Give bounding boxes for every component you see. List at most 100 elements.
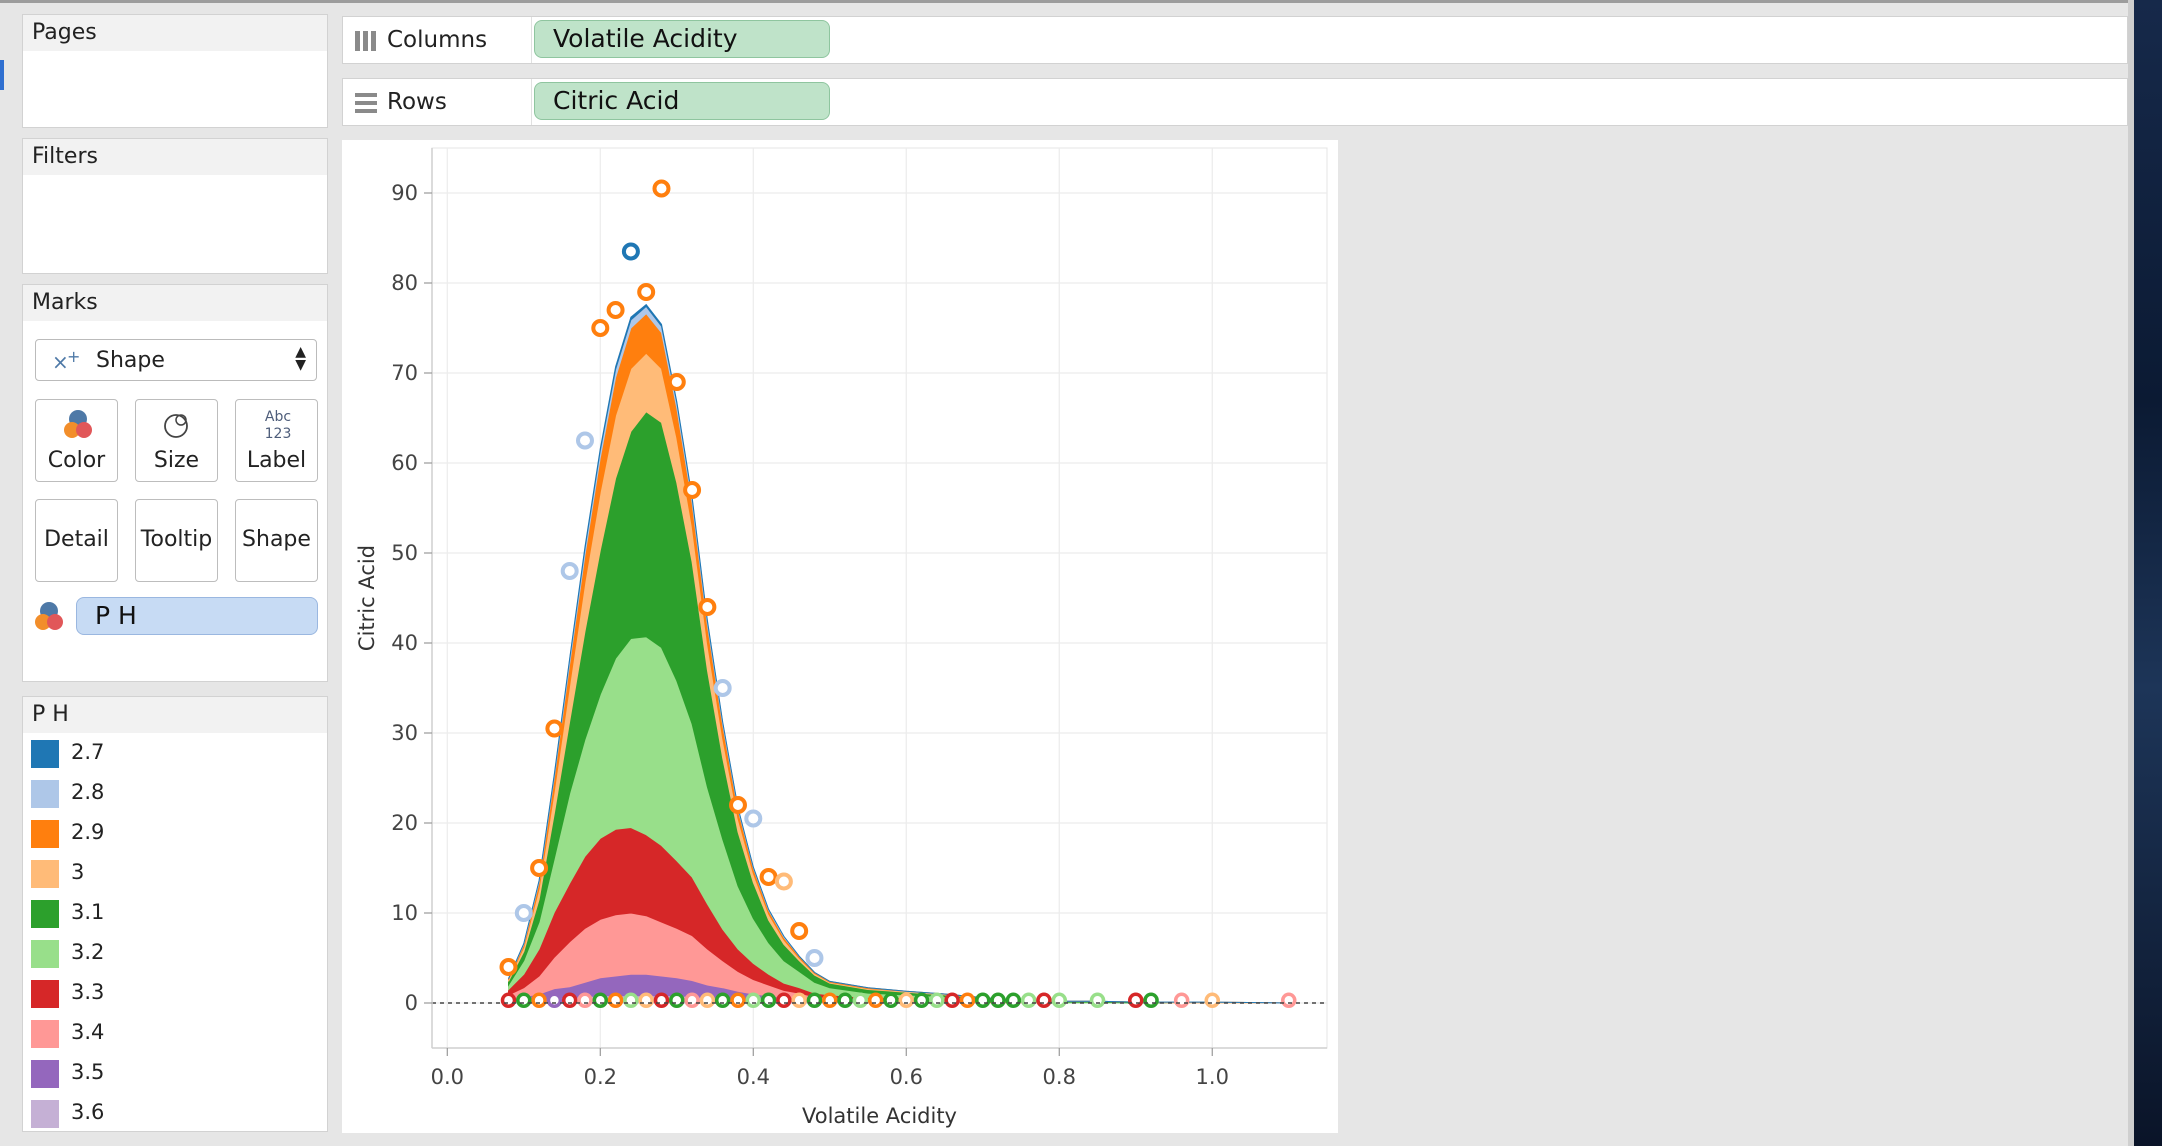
baseline-point <box>653 992 670 1009</box>
baseline-point <box>1020 992 1037 1009</box>
chart-svg: 0 10 20 30 40 50 60 70 80 90 0.0 0.2 0.4 0.6 0.8 1.0 Vol… <box>355 147 1328 1128</box>
tooltip-button[interactable]: Tooltip <box>135 499 218 582</box>
peak-point <box>805 949 824 967</box>
volatile-acidity-pill[interactable]: Volatile Acidity <box>534 20 830 58</box>
svg-text:Abc: Abc <box>265 409 291 425</box>
y-tick-label: 20 <box>391 811 418 835</box>
legend-swatch <box>31 740 59 768</box>
filters-panel[interactable]: Filters <box>22 138 328 274</box>
ph-color-pill[interactable]: P H <box>76 597 318 635</box>
peak-point <box>621 242 640 261</box>
size-button[interactable]: Size <box>135 399 218 482</box>
ph-legend-panel: P H 2.7 2.8 2.9 3 3.1 3.2 3.3 3.4 3.5 3.6 <box>22 696 328 1132</box>
baseline-point <box>607 992 624 1009</box>
baseline-point <box>500 992 517 1009</box>
baseline-point <box>776 992 792 1009</box>
legend-label: 2.8 <box>71 780 105 804</box>
y-tick-label: 10 <box>391 901 418 925</box>
baseline-point <box>1281 992 1297 1009</box>
y-tick-label: 30 <box>391 721 418 745</box>
x-tick-label: 0.4 <box>737 1065 770 1089</box>
shelf-divider <box>531 79 532 125</box>
rows-label: Rows <box>387 89 447 115</box>
legend-label: 3.4 <box>71 1020 105 1044</box>
peak-point <box>728 796 747 814</box>
peak-point <box>790 922 809 940</box>
legend-label: 3.6 <box>71 1100 105 1124</box>
mark-type-label: Shape <box>96 348 165 373</box>
peak-point <box>606 301 625 319</box>
baseline-point <box>516 992 532 1009</box>
color-button[interactable]: Color <box>35 399 118 482</box>
detail-button-label: Detail <box>44 527 109 552</box>
color-encoding-icon <box>35 602 63 630</box>
baseline-point <box>929 992 945 1009</box>
columns-shelf[interactable]: Columns Volatile Acidity <box>342 16 2128 64</box>
label-icon: Abc 123 <box>265 409 292 440</box>
window-right-border <box>2128 0 2134 1146</box>
axes: 0 10 20 30 40 50 60 70 80 90 0.0 0.2 0.4 0.6 0.8 1.0 Vol… <box>355 148 1327 1128</box>
x-axis-title: Volatile Acidity <box>802 1104 957 1128</box>
y-tick-label: 40 <box>391 631 418 655</box>
color-icon <box>64 410 92 438</box>
columns-label: Columns <box>387 27 488 53</box>
baseline-point <box>913 992 930 1009</box>
x-tick-label: 0.0 <box>431 1065 464 1089</box>
baseline-point <box>561 992 578 1009</box>
peak-point <box>637 283 656 301</box>
baseline-point <box>975 992 991 1009</box>
detail-button[interactable]: Detail <box>35 499 118 582</box>
peak-point <box>530 859 549 877</box>
baseline-point <box>592 992 609 1009</box>
legend-swatch <box>31 1020 59 1048</box>
baseline-point <box>577 992 593 1009</box>
baseline-point <box>806 992 823 1009</box>
peak-point <box>698 598 717 616</box>
peak-point <box>545 719 564 738</box>
citric-acid-pill[interactable]: Citric Acid <box>534 82 830 120</box>
peak-point <box>591 319 610 337</box>
y-axis-title: Citric Acid <box>355 545 379 651</box>
baseline-point <box>531 992 547 1009</box>
legend-swatch <box>31 940 59 968</box>
columns-icon <box>355 31 376 51</box>
x-tick-label: 0.8 <box>1043 1065 1076 1089</box>
baseline-point <box>638 992 654 1009</box>
legend-label: 2.7 <box>71 740 105 764</box>
baseline-point <box>867 992 884 1009</box>
peak-point <box>713 679 732 697</box>
legend-label: 3.3 <box>71 980 105 1004</box>
legend-swatch <box>31 1100 59 1128</box>
baseline-point <box>791 992 807 1009</box>
mark-type-dropdown[interactable]: × + Shape ▲ ▼ <box>35 339 317 381</box>
label-button[interactable]: Abc 123 Label <box>235 399 318 482</box>
baseline-point <box>822 992 838 1009</box>
baseline-point <box>1036 992 1052 1009</box>
baseline-point <box>959 992 976 1009</box>
legend-swatch <box>31 780 59 808</box>
baseline-point <box>852 992 869 1009</box>
peak-point <box>774 872 793 891</box>
rows-shelf[interactable]: Rows Citric Acid <box>342 78 2128 126</box>
pages-panel[interactable]: Pages <box>22 14 328 128</box>
updown-arrows-icon: ▲ ▼ <box>295 344 306 373</box>
baseline-point <box>1051 992 1068 1009</box>
x-tick-label: 0.2 <box>584 1065 617 1089</box>
y-tick-label: 90 <box>391 181 418 205</box>
baseline-point <box>1143 992 1159 1009</box>
y-tick-label: 80 <box>391 271 418 295</box>
label-button-label: Label <box>246 448 307 473</box>
window-accent <box>0 60 4 90</box>
baseline-point <box>684 992 700 1009</box>
baseline-point <box>1128 992 1144 1009</box>
baseline-point <box>669 992 685 1009</box>
legend-label: 3 <box>71 860 85 884</box>
y-tick-label: 60 <box>391 451 418 475</box>
shape-button[interactable]: Shape <box>235 499 318 582</box>
chart-view[interactable]: 0 10 20 30 40 50 60 70 80 90 0.0 0.2 0.4 0.6 0.8 1.0 Vol… <box>342 140 1338 1133</box>
peak-point <box>652 179 671 198</box>
size-icon <box>164 414 188 438</box>
baseline-point <box>714 992 731 1009</box>
peak-point <box>667 373 686 391</box>
svg-text:123: 123 <box>265 426 292 440</box>
